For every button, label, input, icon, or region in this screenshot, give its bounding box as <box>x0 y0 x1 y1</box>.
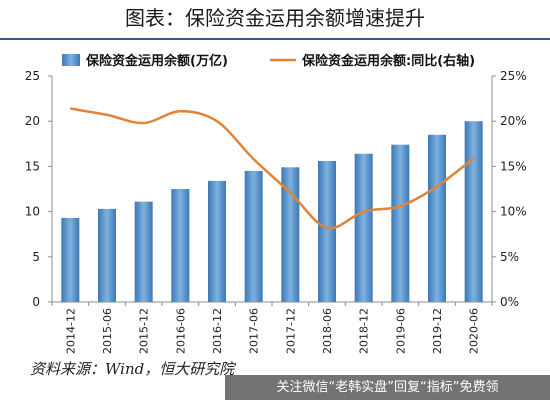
bar <box>354 153 373 302</box>
bars <box>61 121 483 302</box>
x-tick-label: 2020-06 <box>468 308 481 354</box>
x-tick-label: 2018-12 <box>358 308 371 354</box>
x-tick-label: 2014-12 <box>64 308 77 354</box>
y-left-tick-label: 15 <box>25 159 40 173</box>
y-left-tick-label: 5 <box>32 250 40 264</box>
bar <box>98 208 116 302</box>
y-right-tick-label: 20% <box>500 114 527 128</box>
chart: 保险资金运用余额(万亿) 保险资金运用余额:同比(右轴) 0 5 10 15 20 25 0%… <box>25 53 527 354</box>
x-tick-label: 2018-06 <box>321 308 334 354</box>
axes: 0 5 10 15 20 25 0% 5% 10% 15% 20% 25% 2014-12 2015-06… <box>25 69 527 354</box>
yoy-line <box>70 107 475 230</box>
bar <box>391 144 410 302</box>
bar <box>428 134 446 302</box>
y-right-tick-label: 10% <box>500 205 527 219</box>
y-left-tick-label: 0 <box>32 295 40 309</box>
y-right-tick-label: 5% <box>500 250 519 264</box>
legend: 保险资金运用余额(万亿) 保险资金运用余额:同比(右轴) <box>62 53 475 69</box>
legend-swatch-bar <box>62 54 80 66</box>
x-tick-label: 2019-12 <box>431 308 444 354</box>
x-tick-label: 2016-06 <box>174 308 187 354</box>
x-tick-label: 2016-12 <box>211 308 224 354</box>
x-tick-label: 2015-06 <box>101 308 114 354</box>
footer-banner: 关注微信“老韩实盘”回复“指标”免费领 <box>225 375 550 400</box>
legend-label-bar: 保险资金运用余额(万亿) <box>85 53 228 69</box>
x-tick-label: 2015-12 <box>138 308 151 354</box>
y-right-tick-label: 15% <box>500 159 527 173</box>
y-left-tick-label: 10 <box>25 205 40 219</box>
source-note: 资料来源：Wind，恒大研究院 <box>30 360 235 378</box>
bar <box>464 121 483 302</box>
x-tick-label: 2019-06 <box>394 308 407 354</box>
x-tick-label: 2017-06 <box>248 308 261 354</box>
chart-title: 图表：保险资金运用余额增速提升 <box>125 6 425 30</box>
line-series <box>70 107 475 230</box>
bar <box>134 201 153 302</box>
bar <box>61 217 80 302</box>
bar <box>281 167 300 302</box>
legend-label-line: 保险资金运用余额:同比(右轴) <box>301 53 475 69</box>
x-tick-label: 2017-12 <box>284 308 297 354</box>
y-right-tick-label: 25% <box>500 69 527 83</box>
y-left-tick-label: 25 <box>25 69 40 83</box>
y-right-tick-label: 0% <box>500 295 519 309</box>
y-left-tick-label: 20 <box>25 114 40 128</box>
bar <box>244 170 263 302</box>
bar <box>171 189 190 302</box>
title-rule <box>0 38 550 40</box>
bar <box>208 180 226 302</box>
bar <box>318 160 336 302</box>
